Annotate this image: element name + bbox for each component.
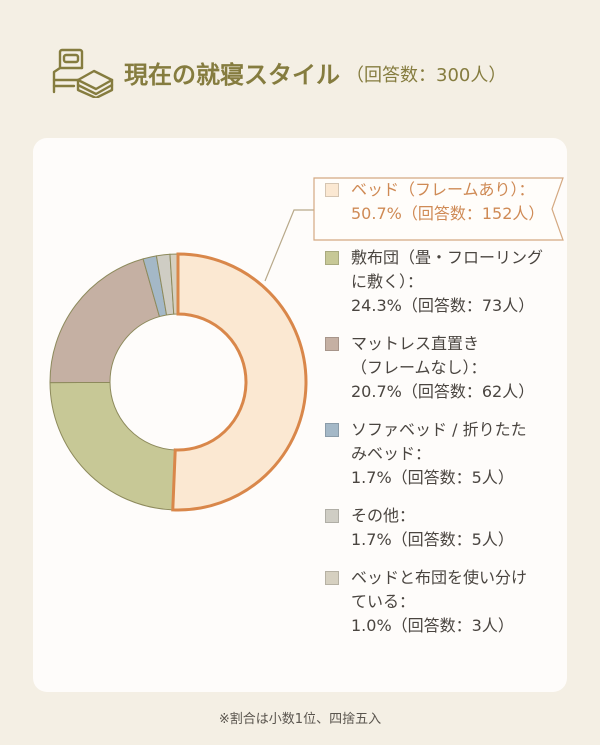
legend-item: その他： 1.7%（回答数：5人）	[325, 504, 565, 552]
chart-title: 現在の就寝スタイル	[124, 60, 340, 89]
legend-swatch	[325, 509, 339, 523]
respondent-count: （回答数：300人）	[346, 65, 507, 86]
chart-legend: ベッド（フレームあり）： 50.7%（回答数：152人） 敷布団（畳・フローリングに…	[325, 178, 565, 652]
legend-item: 敷布団（畳・フローリング に敷く）： 24.3%（回答数：73人）	[325, 246, 565, 318]
legend-swatch	[325, 251, 339, 265]
donut-segment	[171, 252, 308, 512]
donut-segment	[49, 381, 176, 511]
legend-swatch	[325, 571, 339, 585]
chart-header: 現在の就寝スタイル （回答数：300人）	[48, 44, 506, 100]
legend-label: マットレス直置き （フレームなし）： 20.7%（回答数：62人）	[351, 334, 535, 401]
legend-swatch	[325, 423, 339, 437]
donut-segment	[49, 258, 161, 384]
legend-item: ベッドと布団を使い分け ている： 1.0%（回答数：3人）	[325, 566, 565, 638]
legend-label: ベッドと布団を使い分け ている： 1.0%（回答数：3人）	[351, 568, 528, 635]
legend-label: ベッド（フレームあり）： 50.7%（回答数：152人）	[351, 180, 545, 223]
donut-chart	[49, 252, 308, 512]
legend-label: その他： 1.7%（回答数：5人）	[351, 506, 514, 549]
legend-swatch	[325, 337, 339, 351]
legend-label: 敷布団（畳・フローリング に敷く）： 24.3%（回答数：73人）	[351, 248, 544, 315]
legend-item: ベッド（フレームあり）： 50.7%（回答数：152人）	[325, 178, 565, 226]
chart-card: ベッド（フレームあり）： 50.7%（回答数：152人） 敷布団（畳・フローリングに…	[33, 138, 567, 692]
legend-label: ソファベッド / 折りたた みベッド： 1.7%（回答数：5人）	[351, 420, 527, 487]
legend-swatch	[325, 183, 339, 197]
legend-item: ソファベッド / 折りたた みベッド： 1.7%（回答数：5人）	[325, 418, 565, 490]
legend-item: マットレス直置き （フレームなし）： 20.7%（回答数：62人）	[325, 332, 565, 404]
footnote: ※割合は小数1位、四捨五入	[218, 712, 382, 727]
bed-and-futon-icon	[52, 48, 114, 98]
